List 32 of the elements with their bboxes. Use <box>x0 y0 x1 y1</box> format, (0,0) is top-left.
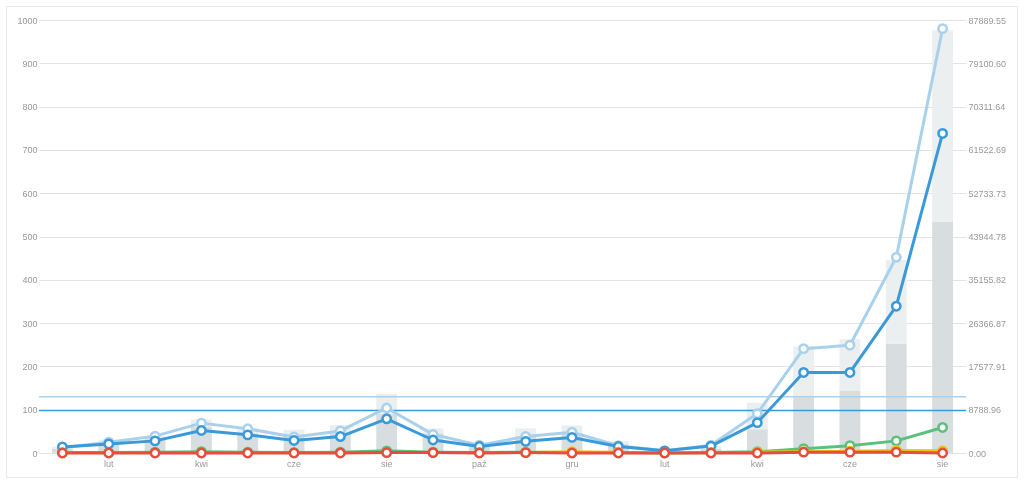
y2-tick-label: 87889.55 <box>968 15 1007 26</box>
y-tick-label: 0 <box>32 448 38 459</box>
y2-tick-label: 17577.91 <box>968 361 1007 372</box>
x-tick-label: gru <box>565 458 579 469</box>
x-tick-label: kwi <box>194 458 208 469</box>
y-tick-label: 400 <box>22 275 38 286</box>
x-tick-label: cze <box>287 458 302 469</box>
y-tick-label: 1000 <box>17 15 38 26</box>
x-tick-label: sie <box>936 458 949 469</box>
x-tick-label: sie <box>380 458 393 469</box>
y2-tick-label: 35155.82 <box>968 275 1007 286</box>
y2-tick-label: 26366.87 <box>968 318 1007 329</box>
y-tick-label: 600 <box>22 188 38 199</box>
x-tick-label: kwi <box>750 458 764 469</box>
y2-tick-label: 0.00 <box>968 448 987 459</box>
y-tick-label: 300 <box>22 318 38 329</box>
y2-tick-label: 79100.60 <box>968 58 1007 69</box>
y-tick-label: 100 <box>22 405 38 416</box>
x-tick-label: cze <box>842 458 857 469</box>
y2-tick-label: 8788.96 <box>968 405 1002 416</box>
y-tick-label: 900 <box>22 58 38 69</box>
y-tick-label: 200 <box>22 361 38 372</box>
y2-tick-label: 70311.64 <box>968 102 1006 113</box>
y2-tick-label: 43944.78 <box>968 232 1007 242</box>
x-tick-label: lut <box>659 458 670 469</box>
y2-tick-label: 61522.69 <box>968 145 1007 156</box>
y2-tick-label: 52733.73 <box>968 188 1007 199</box>
x-tick-label: lut <box>103 458 114 469</box>
y-tick-label: 700 <box>22 145 38 156</box>
y-tick-label: 800 <box>22 102 38 113</box>
y-tick-label: 500 <box>22 232 38 242</box>
x-tick-label: paź <box>472 458 488 469</box>
